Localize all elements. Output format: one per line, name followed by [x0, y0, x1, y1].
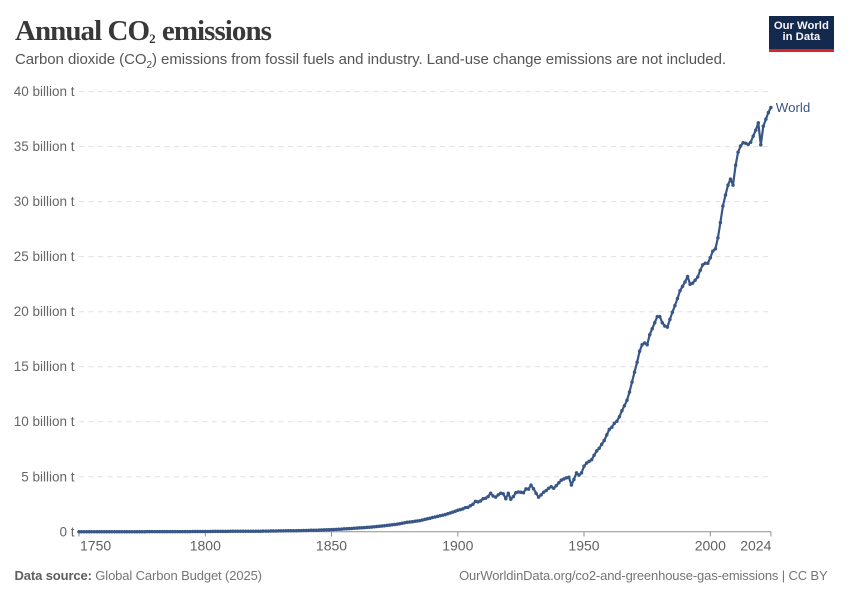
svg-text:25 billion t: 25 billion t	[14, 249, 75, 264]
svg-text:1950: 1950	[568, 538, 599, 554]
svg-text:2024: 2024	[740, 538, 771, 554]
svg-text:2000: 2000	[695, 538, 726, 554]
svg-text:World: World	[776, 100, 810, 115]
svg-text:1850: 1850	[316, 538, 347, 554]
svg-text:35 billion t: 35 billion t	[14, 139, 75, 154]
svg-text:15 billion t: 15 billion t	[14, 359, 75, 374]
svg-text:40 billion t: 40 billion t	[14, 84, 75, 99]
svg-text:1900: 1900	[442, 538, 473, 554]
svg-text:20 billion t: 20 billion t	[14, 304, 75, 319]
svg-text:0 t: 0 t	[59, 524, 74, 539]
svg-text:1800: 1800	[190, 538, 221, 554]
svg-text:30 billion t: 30 billion t	[14, 194, 75, 209]
svg-text:5 billion t: 5 billion t	[21, 469, 75, 484]
svg-text:10 billion t: 10 billion t	[14, 414, 75, 429]
svg-text:1750: 1750	[80, 538, 111, 554]
